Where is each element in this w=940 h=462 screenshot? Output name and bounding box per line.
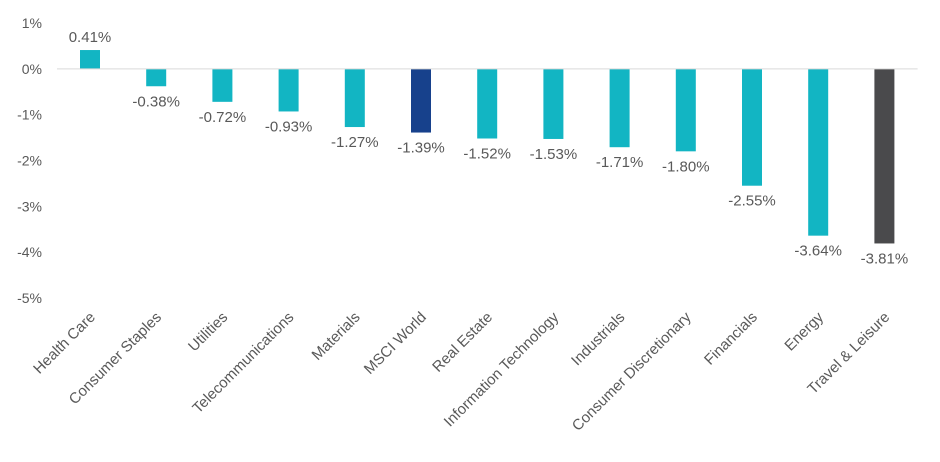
category-label: Health Care (30, 309, 99, 378)
data-label: -0.93% (265, 118, 313, 135)
data-label: -1.53% (530, 146, 578, 163)
data-label: -1.71% (596, 154, 644, 171)
category-label: Information Technology (441, 308, 563, 430)
data-label: -1.27% (331, 134, 379, 151)
bar (411, 68, 431, 133)
category-label: Industrials (568, 309, 628, 369)
data-label: -1.80% (662, 158, 710, 175)
bar (212, 68, 233, 102)
bar (609, 68, 630, 148)
data-label: -3.81% (861, 250, 909, 267)
data-label: -3.64% (794, 243, 842, 260)
y-tick-label: -5% (17, 290, 42, 306)
category-label: Real Estate (429, 309, 496, 376)
bar (742, 68, 762, 186)
bars-group (80, 50, 895, 244)
y-tick-label: 1% (22, 15, 42, 31)
data-label: -1.39% (397, 140, 445, 157)
data-label: -0.72% (199, 109, 247, 126)
data-labels-group: 0.41% -0.38% -0.72% -0.93% -1.27% -1.39% -1.52… (69, 29, 908, 267)
y-tick-label: -1% (17, 107, 42, 123)
bar (477, 68, 498, 139)
category-label: Consumer Discretionary (569, 308, 695, 434)
category-label: Financials (701, 309, 761, 369)
bar (278, 68, 299, 112)
y-tick-label: -4% (17, 244, 42, 260)
y-tick-label: -3% (17, 198, 42, 214)
bar (146, 68, 167, 87)
bar (808, 68, 829, 236)
data-label: -0.38% (132, 93, 180, 110)
y-tick-label: 0% (22, 61, 42, 77)
bar (80, 50, 100, 69)
bar (543, 68, 564, 139)
category-label: Energy (781, 308, 827, 354)
bar (675, 68, 696, 152)
bar (874, 68, 895, 244)
category-label: Utilities (185, 309, 231, 355)
data-label: 0.41% (69, 29, 112, 46)
category-label: MSCI World (361, 309, 430, 378)
y-tick-label: -2% (17, 153, 42, 169)
data-label: -1.52% (463, 146, 511, 163)
y-axis-tick-labels: 1% 0% -1% -2% -3% -4% -5% (17, 15, 42, 306)
category-label: Materials (309, 309, 364, 364)
bar (344, 68, 365, 128)
data-label: -2.55% (728, 193, 776, 210)
